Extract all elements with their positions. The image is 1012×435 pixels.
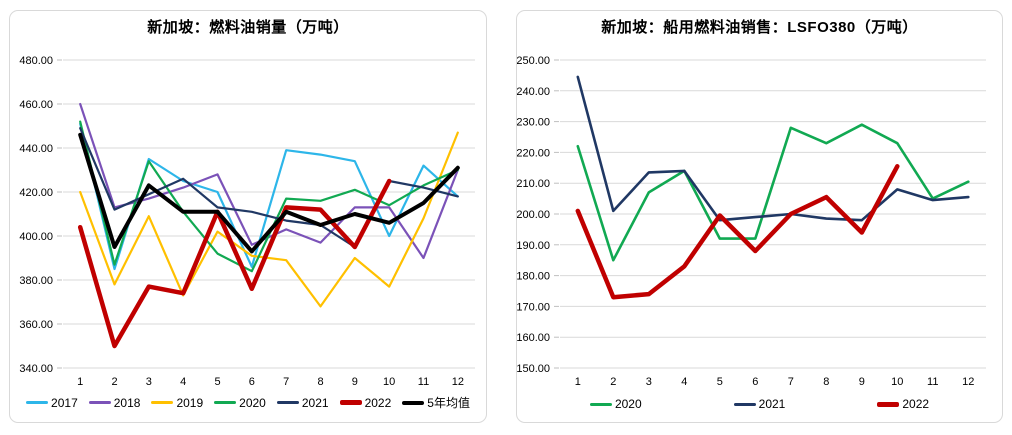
x-axis-tick-label: 2: [111, 376, 117, 388]
x-axis-tick-label: 9: [352, 376, 358, 388]
legend-item-2019: 2019: [151, 396, 203, 410]
legend-swatch-2020: [214, 401, 237, 404]
x-axis-tick-label: 12: [452, 376, 464, 388]
x-axis-tick-label: 6: [752, 376, 758, 388]
x-axis-tick-label: 5: [717, 376, 723, 388]
y-axis-tick-label: 460.00: [19, 99, 53, 111]
x-axis-tick-label: 12: [962, 376, 974, 388]
legend-label-2017: 2017: [51, 395, 78, 410]
y-axis-tick-label: 400.00: [19, 231, 53, 243]
series-line-2022: [575, 164, 900, 300]
y-axis-tick-label: 380.00: [19, 275, 53, 287]
y-axis-tick-label: 420.00: [19, 187, 53, 199]
x-axis-tick-label: 11: [927, 376, 938, 388]
y-axis-tick-label: 250.00: [517, 55, 550, 67]
legend-item-2021: 2021: [733, 397, 786, 411]
chart-panel-fuel-oil-sales: 新加坡：燃料油销量（万吨） 340.00 360.00 380.00 400.00 42…: [9, 10, 487, 423]
x-axis-tick-label: 9: [859, 376, 865, 388]
legend-label-2020: 2020: [614, 397, 642, 411]
x-axis-tick-label: 10: [383, 376, 395, 388]
legend-swatch-5年均值: [402, 400, 425, 405]
chart-title-fuel-oil-sales: 新加坡：燃料油销量（万吨）: [147, 19, 349, 36]
series-line-2019: [79, 131, 459, 308]
legend-swatch-2020: [589, 402, 612, 406]
x-axis-tick-label: 5: [214, 376, 220, 388]
x-axis-tick-label: 11: [418, 376, 429, 388]
x-axis-tick-label: 3: [146, 376, 152, 388]
y-axis-tick-label: 200.00: [517, 209, 550, 221]
legend-swatch-2021: [276, 401, 299, 404]
chart-title-lsfo380-sales: 新加坡：船用燃料油销售：LSFO380（万吨）: [601, 19, 918, 36]
x-axis-tick-label: 7: [788, 376, 794, 388]
legend-item-2017: 2017: [26, 396, 78, 410]
legend-swatch-2017: [26, 401, 49, 404]
legend-label-2021: 2021: [758, 397, 786, 411]
series-line-2020: [79, 120, 459, 273]
series-line-2020: [576, 123, 970, 262]
series-line-5年均值: [78, 132, 460, 254]
legend-item-2021: 2021: [276, 395, 329, 410]
x-axis-tick-label: 6: [249, 376, 255, 388]
legend-swatch-2021: [733, 402, 756, 406]
fuel-oil-sales-plot-area: 340.00 360.00 380.00 400.00 420.00 440.00 460.…: [19, 55, 475, 388]
legend-label-2019: 2019: [176, 395, 204, 410]
legend-item-2022: 2022: [877, 397, 929, 411]
y-axis-tick-label: 340.00: [19, 363, 53, 375]
y-axis-tick-label: 360.00: [19, 319, 53, 331]
legend-label-2020: 2020: [239, 395, 266, 410]
legend-item-2020: 2020: [214, 396, 266, 410]
x-axis-tick-label: 8: [317, 376, 323, 388]
legend-swatch-2019: [151, 401, 174, 404]
y-axis-tick-label: 210.00: [517, 178, 550, 190]
legend-label-2021: 2021: [301, 395, 329, 410]
lsfo380-sales-legend: 2020 2021 2022: [517, 397, 1002, 411]
y-axis-tick-label: 180.00: [517, 271, 550, 283]
legend-item-5年均值: 5年均值: [402, 394, 470, 411]
legend-label-5年均值: 5年均值: [427, 396, 470, 410]
x-axis-tick-label: 4: [681, 376, 687, 388]
x-axis-tick-label: 2: [610, 376, 616, 388]
y-axis-tick-label: 190.00: [517, 240, 550, 252]
legend-label-2022: 2022: [902, 397, 930, 411]
y-axis-tick-label: 160.00: [517, 332, 550, 344]
y-axis-tick-label: 230.00: [517, 117, 550, 129]
legend-item-2018: 2018: [88, 395, 141, 410]
legend-swatch-2022: [339, 400, 362, 405]
x-axis-tick-label: 1: [77, 376, 83, 388]
y-axis-tick-label: 170.00: [517, 301, 550, 313]
legend-label-2022: 2022: [364, 395, 392, 410]
x-axis-tick-label: 7: [283, 376, 289, 388]
fuel-oil-sales-legend: 2017 2018 2019 2020 2021 2022 5年均值: [10, 394, 486, 411]
legend-item-2022: 2022: [339, 395, 392, 410]
lsfo380-sales-plot-area: 150.00 160.00 170.00 180.00 190.00 200.00 210.…: [517, 55, 986, 388]
x-axis-tick-label: 4: [180, 376, 186, 388]
x-axis-tick-label: 1: [575, 376, 581, 388]
y-axis-tick-label: 240.00: [517, 86, 550, 98]
x-axis-tick-label: 3: [646, 376, 652, 388]
chart-panel-lsfo380-sales: 新加坡：船用燃料油销售：LSFO380（万吨） 150.00 160.00 170.…: [516, 10, 1003, 423]
legend-swatch-2022: [877, 401, 900, 407]
x-axis-tick-label: 10: [891, 376, 903, 388]
y-axis-tick-label: 150.00: [517, 363, 550, 375]
series-line-2021: [576, 75, 970, 222]
legend-label-2018: 2018: [113, 395, 141, 410]
legend-swatch-2018: [88, 401, 111, 404]
x-axis-tick-label: 8: [823, 376, 829, 388]
series-line-2022: [77, 178, 392, 349]
legend-item-2020: 2020: [589, 397, 642, 411]
y-axis-tick-label: 220.00: [517, 147, 550, 159]
y-axis-tick-label: 440.00: [19, 143, 53, 155]
y-axis-tick-label: 480.00: [19, 55, 53, 67]
